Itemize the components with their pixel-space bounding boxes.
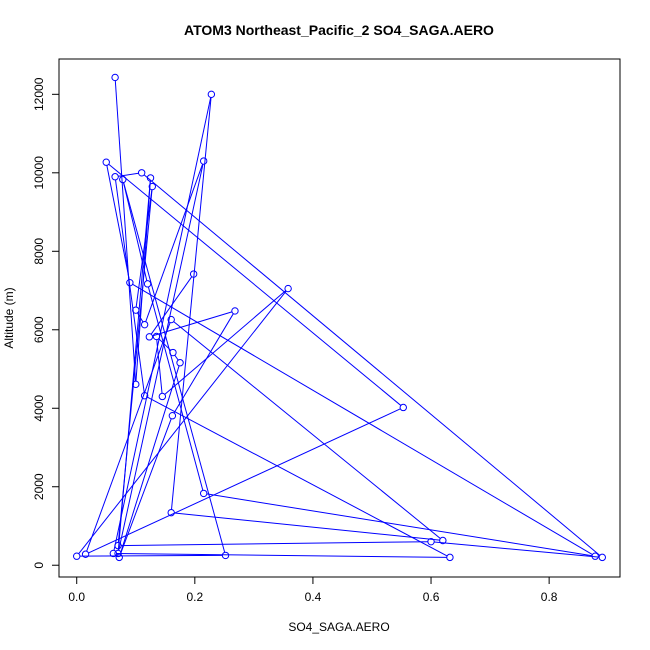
data-point [176, 359, 184, 367]
series-segment [123, 182, 148, 281]
series-segment [88, 408, 401, 554]
data-point [140, 320, 149, 329]
y-axis: 0 2000 4000 6000 8000 10000 12000 [32, 77, 60, 569]
data-point [126, 278, 134, 287]
data-point [591, 552, 599, 560]
data-point [102, 158, 110, 166]
y-tick-label: 4000 [32, 395, 46, 422]
data-point [168, 412, 177, 420]
series-segment [156, 339, 163, 394]
data-point [111, 173, 119, 181]
y-axis-label: Altitude (m) [2, 287, 16, 348]
data-point [132, 306, 140, 314]
series-segment [147, 396, 448, 557]
series-segment [434, 541, 600, 558]
series-layer [73, 73, 606, 562]
series-segment [158, 338, 172, 351]
series-segment [145, 163, 204, 322]
data-point [145, 333, 154, 341]
x-axis-label: SO4_SAGA.AERO [288, 620, 389, 634]
series-segment [119, 365, 180, 555]
series-segment [152, 311, 233, 337]
data-point [132, 380, 140, 389]
series-segment [121, 541, 428, 547]
data-point [284, 284, 292, 293]
series-segment [123, 182, 226, 553]
data-point [427, 537, 435, 546]
data-point [111, 73, 119, 82]
data-point [199, 157, 208, 165]
data-point [207, 90, 216, 99]
data-point [169, 348, 177, 357]
y-tick-label: 2000 [32, 473, 46, 500]
data-point [146, 174, 155, 182]
x-tick-label: 0.6 [423, 590, 440, 604]
y-tick-label: 6000 [32, 316, 46, 343]
series-segment [173, 313, 234, 414]
series-segment [119, 418, 172, 555]
data-point [167, 315, 175, 324]
data-point [115, 553, 123, 562]
series-segment [117, 189, 153, 543]
data-point [167, 508, 175, 517]
data-point [114, 541, 122, 550]
series-segment [108, 163, 402, 406]
series-segment [118, 164, 204, 551]
data-point [446, 553, 454, 562]
data-point [137, 169, 146, 177]
x-tick-label: 0.8 [541, 590, 558, 604]
series-segment [164, 290, 287, 395]
data-point [199, 489, 208, 498]
data-point [140, 392, 149, 400]
data-point [189, 270, 198, 278]
x-tick-label: 0.2 [186, 590, 203, 604]
y-tick-label: 12000 [32, 77, 46, 111]
y-tick-label: 0 [32, 562, 46, 569]
series-segment [173, 321, 441, 539]
data-point [148, 182, 157, 191]
series-segment [206, 493, 593, 557]
series-segment [114, 80, 137, 382]
x-tick-label: 0.0 [68, 590, 85, 604]
y-tick-label: 10000 [32, 156, 46, 190]
data-point [81, 550, 90, 558]
series-segment [143, 174, 601, 556]
chart-title: ATOM3 Northeast_Pacific_2 SO4_SAGA.AERO [184, 22, 494, 38]
series-segment [79, 554, 223, 557]
series-segment [86, 322, 171, 552]
series-segment [118, 172, 139, 177]
series-segment [78, 290, 287, 555]
data-point [231, 307, 239, 315]
data-point [73, 552, 81, 560]
series-segment [174, 512, 440, 541]
data-point [109, 549, 118, 558]
y-tick-label: 8000 [32, 238, 46, 265]
series-segment [147, 286, 204, 491]
data-point [143, 280, 152, 288]
series-segment [150, 276, 193, 335]
x-axis: 0.0 0.2 0.4 0.6 0.8 [68, 576, 558, 604]
data-point [158, 392, 167, 401]
data-point [439, 536, 447, 545]
series-segment [132, 283, 593, 556]
data-point [114, 549, 122, 558]
data-point [221, 551, 230, 560]
data-point [399, 403, 407, 412]
data-point [119, 175, 127, 184]
series-segment [106, 165, 130, 280]
x-tick-label: 0.4 [305, 590, 322, 604]
data-point [152, 332, 161, 341]
series-segment [116, 552, 447, 558]
data-point [598, 553, 606, 562]
series-segment [174, 354, 179, 361]
series-segment [171, 97, 212, 510]
